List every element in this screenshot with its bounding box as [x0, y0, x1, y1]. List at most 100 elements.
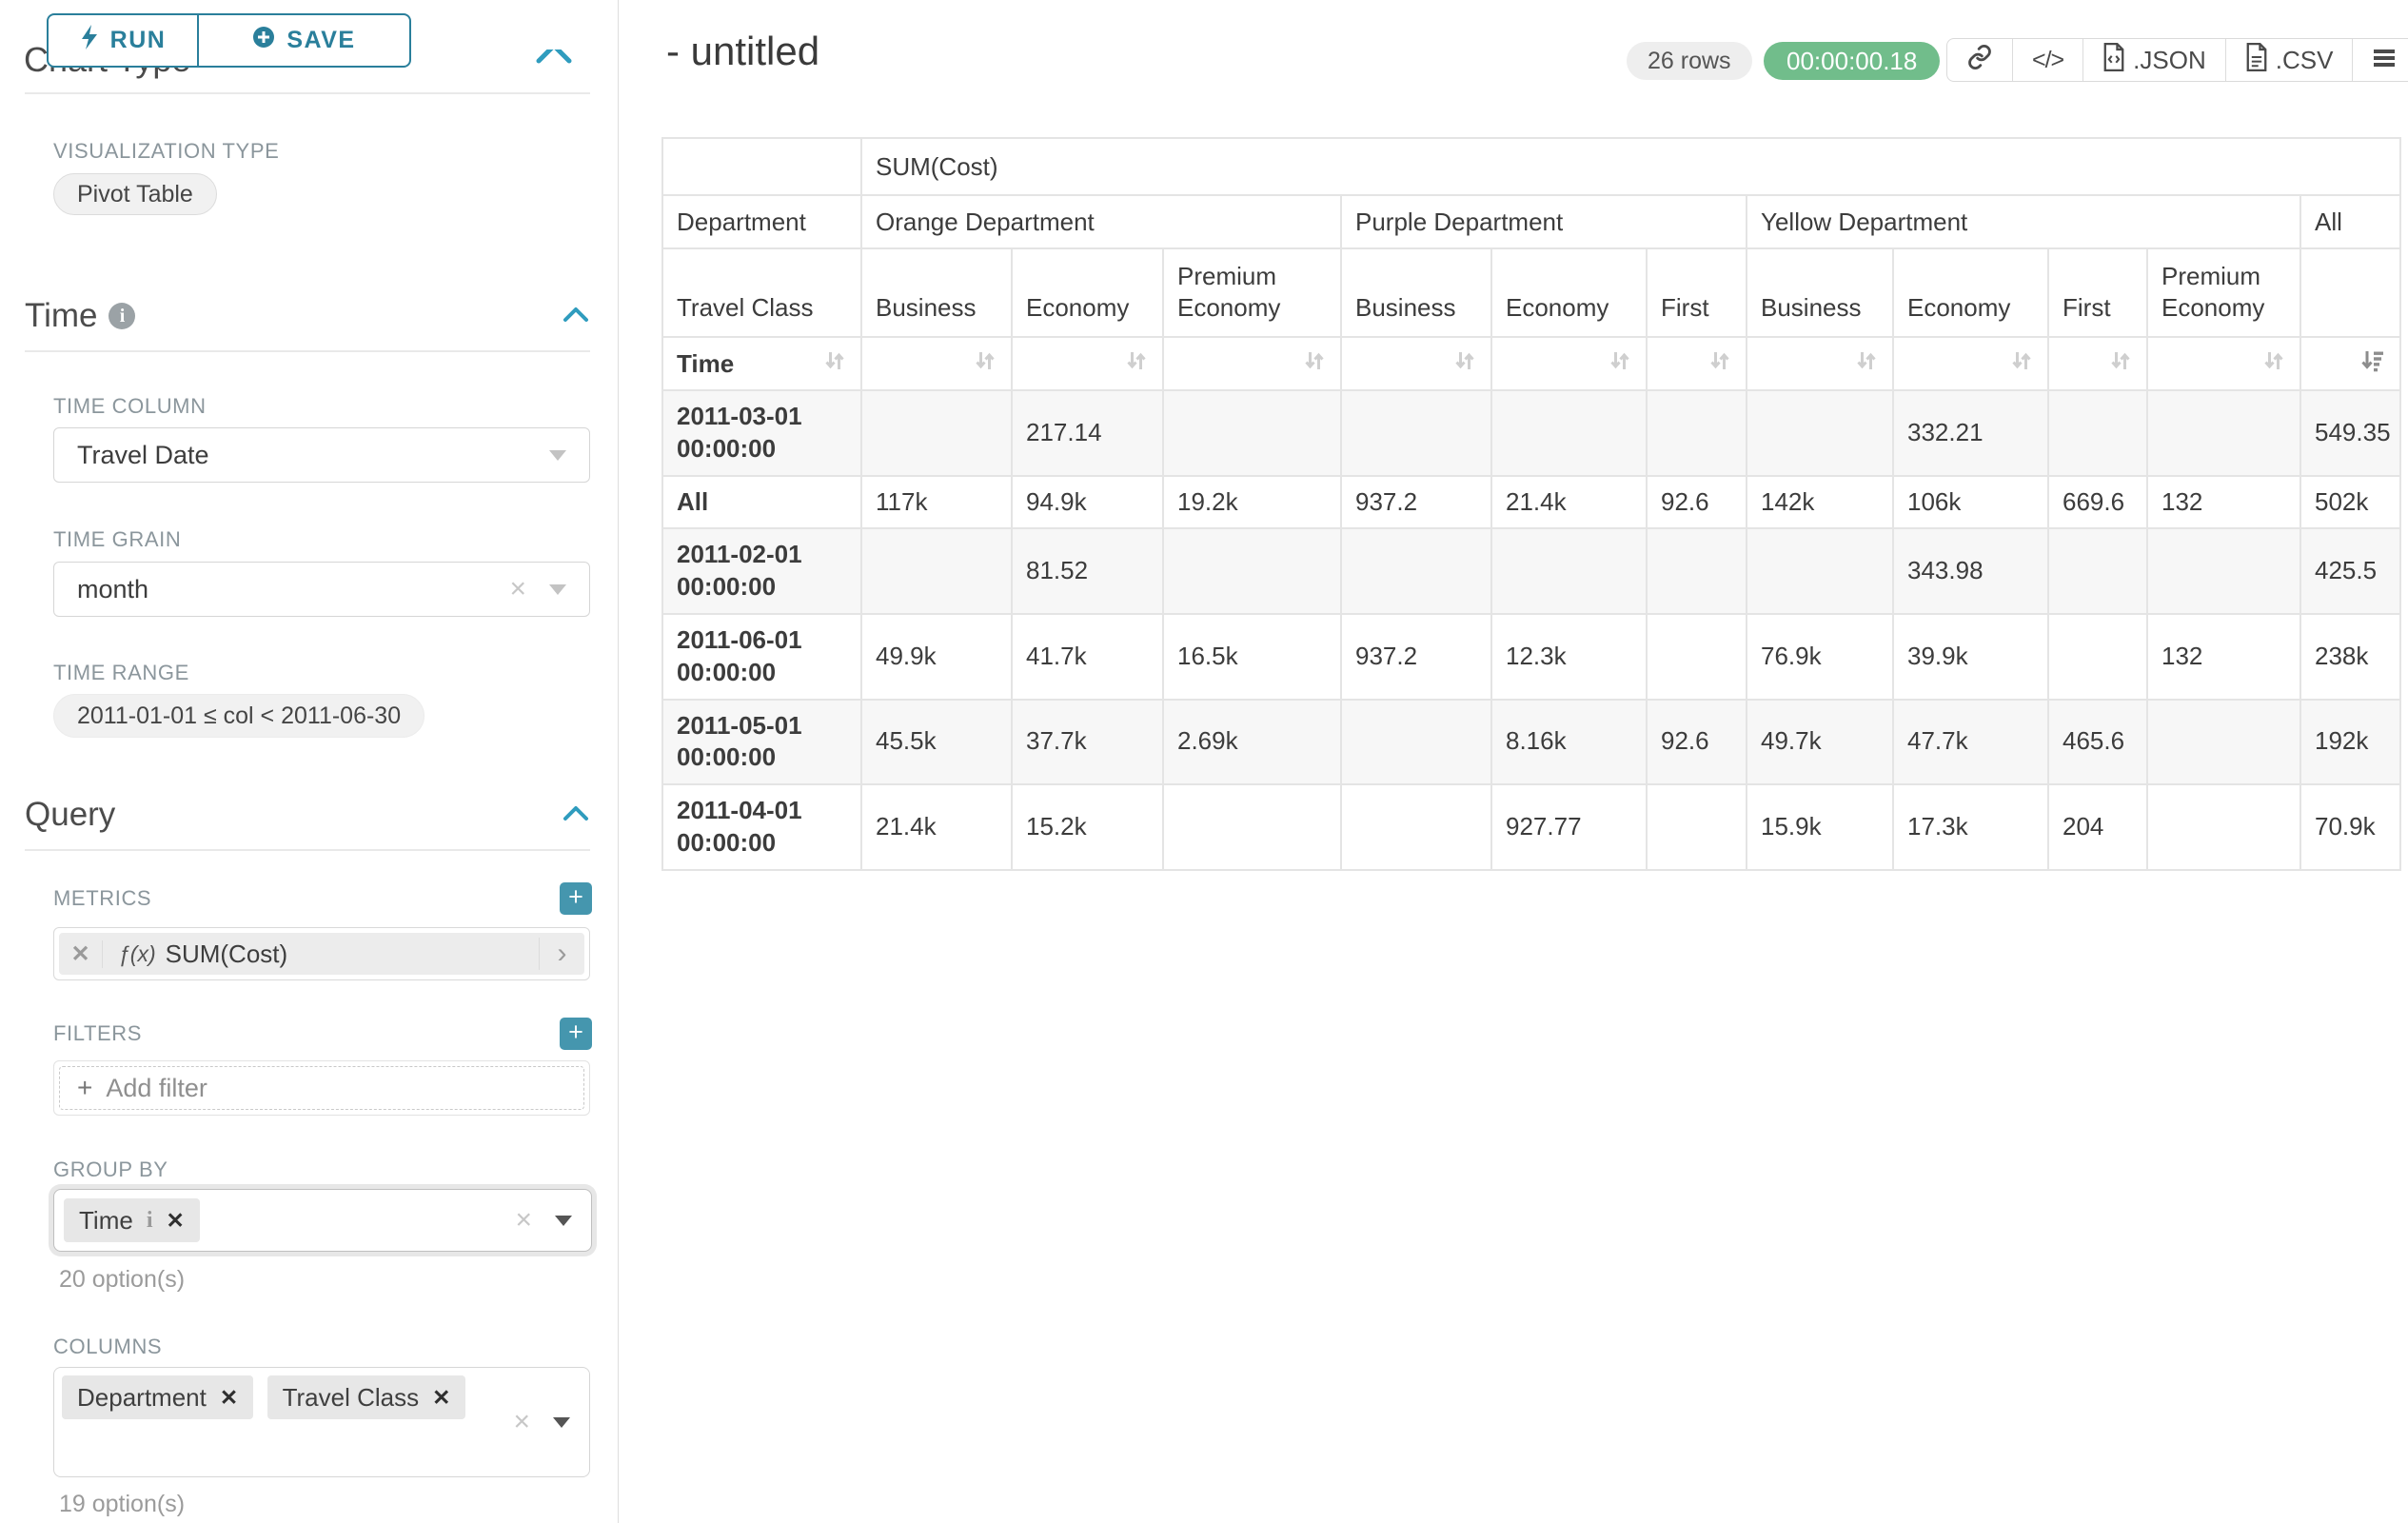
pivot-value-cell: 117k	[862, 477, 1013, 530]
pivot-column-group-header: Orange Department	[862, 196, 1342, 249]
pivot-sort-header[interactable]	[862, 338, 1013, 391]
view-query-button[interactable]: </>	[2012, 39, 2082, 81]
time-section-header: Time i	[25, 297, 590, 335]
pivot-row-dimension-header: Department	[663, 196, 862, 249]
pivot-value-cell	[1747, 529, 1894, 615]
clear-icon[interactable]: ×	[513, 1406, 530, 1438]
pivot-value-cell	[1164, 391, 1342, 477]
pivot-value-cell	[1648, 391, 1747, 477]
time-grain-select[interactable]: month ×	[53, 562, 590, 617]
save-button[interactable]: SAVE	[199, 15, 409, 66]
pivot-row-label: 2011-04-01 00:00:00	[663, 785, 862, 871]
pivot-value-cell: 927.77	[1492, 785, 1648, 871]
export-csv-button[interactable]: .CSV	[2225, 39, 2353, 81]
columns-select[interactable]: Department ✕ Travel Class ✕ ×	[53, 1367, 590, 1477]
pivot-sort-header[interactable]	[1342, 338, 1492, 391]
metrics-label: METRICS	[53, 886, 151, 911]
pivot-value-cell: 41.7k	[1013, 615, 1164, 701]
control-panel: Chart Type RUN SAVE VISUALIZATION TYPE P…	[0, 0, 619, 1523]
group-by-options-count: 20 option(s)	[59, 1266, 185, 1294]
pivot-value-cell	[1342, 785, 1492, 871]
pivot-value-cell: 45.5k	[862, 701, 1013, 786]
pivot-time-sort-header[interactable]: Time	[663, 338, 862, 391]
columns-chip-travel-class[interactable]: Travel Class ✕	[267, 1375, 466, 1419]
pivot-value-cell: 132	[2148, 615, 2301, 701]
chart-title: - untitled	[666, 29, 819, 74]
pivot-travel-class-header: Economy	[1492, 249, 1648, 338]
columns-chip-department[interactable]: Department ✕	[62, 1375, 253, 1419]
pivot-sort-header[interactable]	[1013, 338, 1164, 391]
info-icon: i	[109, 303, 135, 329]
pivot-value-cell: 94.9k	[1013, 477, 1164, 530]
visualization-type-pill[interactable]: Pivot Table	[53, 173, 217, 215]
sort-descending-icon	[2359, 348, 2386, 380]
chevron-up-icon[interactable]	[533, 49, 579, 70]
pivot-data-row: 2011-04-01 00:00:0021.4k15.2k927.7715.9k…	[663, 785, 2401, 871]
collapse-time-chevron-icon[interactable]	[562, 305, 590, 328]
pivot-value-cell	[1492, 529, 1648, 615]
pivot-sort-header[interactable]	[2301, 338, 2401, 391]
chevron-down-icon	[553, 1417, 570, 1428]
remove-chip-icon[interactable]: ✕	[220, 1385, 238, 1411]
pivot-value-cell: 92.6	[1648, 701, 1747, 786]
pivot-sort-header[interactable]	[1894, 338, 2049, 391]
add-filter-dropzone[interactable]: + Add filter	[59, 1066, 584, 1110]
metric-name[interactable]: SUM(Cost)	[166, 940, 539, 969]
pivot-value-cell	[1747, 391, 1894, 477]
pivot-sort-header[interactable]	[1492, 338, 1648, 391]
pivot-sort-header[interactable]	[2148, 338, 2301, 391]
pivot-value-cell	[1164, 529, 1342, 615]
pivot-value-cell: 17.3k	[1894, 785, 2049, 871]
pivot-value-cell	[1342, 701, 1492, 786]
collapse-query-chevron-icon[interactable]	[562, 803, 590, 827]
divider	[25, 849, 590, 851]
pivot-value-cell: 549.35	[2301, 391, 2401, 477]
time-section-title: Time	[25, 297, 97, 335]
sort-icon	[822, 348, 847, 380]
copy-link-button[interactable]	[1947, 39, 2012, 81]
metric-control: ✕ ƒ(x) SUM(Cost) ›	[53, 927, 590, 980]
remove-metric-icon[interactable]: ✕	[59, 940, 103, 968]
clear-icon[interactable]: ×	[509, 573, 526, 605]
pivot-value-cell: 332.21	[1894, 391, 2049, 477]
pivot-value-cell	[2148, 785, 2301, 871]
clear-icon[interactable]: ×	[515, 1204, 532, 1236]
group-by-chip-time[interactable]: Time i ✕	[64, 1198, 200, 1242]
export-json-button[interactable]: .JSON	[2082, 39, 2225, 81]
pivot-data-row: 2011-03-01 00:00:00217.14332.21549.35	[663, 391, 2401, 477]
pivot-value-cell: 425.5	[2301, 529, 2401, 615]
add-filter-button[interactable]: +	[560, 1018, 592, 1050]
divider	[25, 350, 590, 352]
pivot-data-row: All117k94.9k19.2k937.221.4k92.6142k106k6…	[663, 477, 2401, 530]
divider	[25, 92, 590, 94]
remove-chip-icon[interactable]: ✕	[432, 1385, 450, 1411]
pivot-value-cell	[1164, 785, 1342, 871]
pivot-value-cell	[1342, 391, 1492, 477]
time-range-pill[interactable]: 2011-01-01 ≤ col < 2011-06-30	[53, 694, 424, 738]
pivot-value-cell: 15.2k	[1013, 785, 1164, 871]
pivot-value-cell: 12.3k	[1492, 615, 1648, 701]
time-column-select[interactable]: Travel Date	[53, 427, 590, 483]
pivot-sort-header[interactable]	[1164, 338, 1342, 391]
pivot-sort-header[interactable]	[1648, 338, 1747, 391]
pivot-value-cell: 21.4k	[862, 785, 1013, 871]
expand-metric-chevron-icon[interactable]: ›	[539, 938, 584, 970]
code-icon: </>	[2032, 47, 2063, 74]
group-by-select[interactable]: Time i ✕ ×	[53, 1189, 592, 1252]
link-icon	[1966, 44, 1993, 77]
pivot-value-cell: 217.14	[1013, 391, 1164, 477]
run-button[interactable]: RUN	[49, 15, 199, 66]
query-section-title: Query	[25, 796, 115, 834]
pivot-value-cell: 238k	[2301, 615, 2401, 701]
pivot-sort-header[interactable]	[2049, 338, 2148, 391]
menu-button[interactable]	[2352, 39, 2408, 81]
pivot-sort-header[interactable]	[1747, 338, 1894, 391]
pivot-corner-cell	[663, 139, 862, 196]
pivot-travel-class-header: First	[1648, 249, 1747, 338]
time-column-label: TIME COLUMN	[53, 394, 207, 419]
pivot-value-cell	[1492, 391, 1648, 477]
pivot-value-cell: 2.69k	[1164, 701, 1342, 786]
remove-chip-icon[interactable]: ✕	[166, 1208, 184, 1234]
chevron-down-icon	[549, 584, 566, 595]
add-metric-button[interactable]: +	[560, 882, 592, 915]
